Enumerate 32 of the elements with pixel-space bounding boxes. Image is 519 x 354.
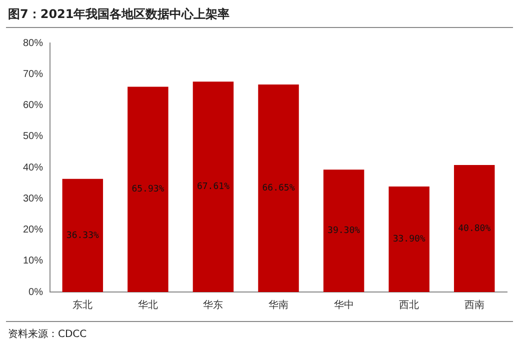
x-tick-label: 华东 [203,298,224,311]
bar [323,170,364,292]
y-tick-label: 50% [23,131,44,142]
y-tick-label: 30% [23,193,44,204]
y-tick-label: 10% [23,256,44,267]
y-tick-label: 20% [23,224,44,236]
bar [388,186,430,292]
x-tick-label: 华南 [268,298,289,311]
x-tick-label: 西南 [464,298,484,311]
bar [128,86,168,292]
x-tick-label: 华中 [334,298,354,311]
bar [258,84,299,292]
data-label: 40.80% [458,224,492,234]
data-label: 39.30% [328,226,361,236]
chart-title: 图7：2021年我国各地区数据中心上架率 [8,6,230,23]
y-tick-label: 80% [23,38,44,49]
y-tick-label: 60% [23,100,44,111]
y-tick-label: 0% [28,286,44,298]
data-label: 66.65% [262,184,296,194]
bar [192,82,234,292]
y-tick-label: 70% [23,68,44,80]
x-tick-label: 东北 [72,298,93,311]
bar [454,165,495,292]
data-label: 33.90% [392,234,426,245]
bar [62,178,104,292]
x-tick-label: 华北 [138,298,158,311]
text: 资料来源：CDCC [8,328,87,341]
data-label: 65.93% [132,184,165,195]
data-label: 36.33% [66,230,100,241]
x-tick-label: 西北 [399,298,420,311]
y-tick-label: 40% [23,162,44,174]
data-label: 67.61% [196,182,230,192]
